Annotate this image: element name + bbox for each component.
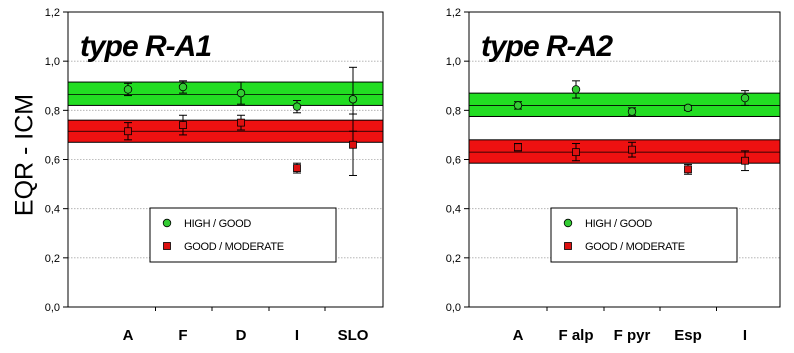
chart-title: type R-A1	[80, 30, 211, 63]
data-point-good-moderate	[124, 127, 132, 136]
legend-marker-high-good	[563, 218, 573, 228]
chart-type-r-a2: 0,0 0,2 0,4 0,6 0,8 1,0 1,2 A F alp F pyr Esp Itype…	[446, 7, 781, 344]
x-category-label: A	[513, 327, 524, 344]
data-point-good-moderate	[349, 140, 357, 149]
legend-label: GOOD / MODERATE	[184, 241, 284, 253]
data-point-high-good	[123, 85, 133, 94]
y-tick-label: 0,8	[446, 105, 461, 117]
legend-box	[550, 207, 738, 263]
y-tick-label: 0,0	[446, 302, 461, 314]
y-tick-label: 0,2	[446, 253, 461, 265]
y-tick-label: 0,4	[446, 204, 461, 216]
x-category-label: I	[743, 327, 747, 344]
reference-band	[67, 81, 384, 106]
legend-label: HIGH / GOOD	[585, 218, 652, 230]
data-point-high-good	[627, 107, 637, 116]
legend-box	[149, 207, 337, 263]
data-point-high-good	[348, 95, 358, 104]
y-tick-label: 0,6	[45, 155, 60, 167]
data-point-high-good	[740, 93, 750, 103]
data-point-good-moderate	[237, 118, 245, 127]
x-category-label: F pyr	[614, 327, 651, 344]
data-point-good-moderate	[684, 165, 692, 174]
x-category-label: F	[178, 327, 187, 344]
chart-title: type R-A2	[481, 30, 613, 63]
y-tick-label: 0,6	[446, 155, 461, 167]
x-category-label: SLO	[338, 327, 369, 344]
y-tick-label: 1,0	[446, 56, 461, 68]
data-point-good-moderate	[628, 145, 636, 154]
data-point-good-moderate	[741, 156, 749, 165]
y-tick-label: 0,0	[45, 302, 60, 314]
y-tick-label: 1,2	[446, 7, 461, 19]
legend-label: HIGH / GOOD	[184, 218, 251, 230]
legend-marker-good-moderate	[564, 242, 572, 250]
legend-marker-high-good	[162, 218, 172, 228]
data-point-good-moderate	[179, 121, 187, 129]
y-tick-label: 0,2	[45, 253, 60, 265]
data-point-good-moderate	[293, 164, 301, 173]
x-category-label: D	[236, 327, 247, 344]
x-category-label: A	[123, 327, 134, 344]
data-point-high-good	[513, 101, 523, 110]
data-point-good-moderate	[572, 148, 580, 157]
data-point-high-good	[571, 85, 581, 94]
x-category-label: F alp	[558, 327, 593, 344]
x-category-label: Esp	[674, 327, 702, 344]
y-tick-label: 1,2	[45, 7, 60, 19]
legend-marker-good-moderate	[163, 242, 171, 250]
data-point-high-good	[178, 82, 188, 92]
chart-type-r-a1: 0,0 0,2 0,4 0,6 0,8 1,0 1,2 A F D I SLO type R-A1 HIG…	[45, 7, 384, 344]
data-point-good-moderate	[514, 143, 522, 152]
y-tick-label: 0,4	[45, 204, 60, 216]
y-tick-label: 0,8	[45, 105, 60, 117]
data-point-high-good	[236, 88, 246, 98]
x-category-label: I	[295, 327, 299, 344]
data-point-high-good	[292, 102, 302, 111]
y-tick-label: 1,0	[45, 56, 60, 68]
legend-label: GOOD / MODERATE	[585, 241, 685, 253]
data-point-high-good	[683, 103, 693, 113]
